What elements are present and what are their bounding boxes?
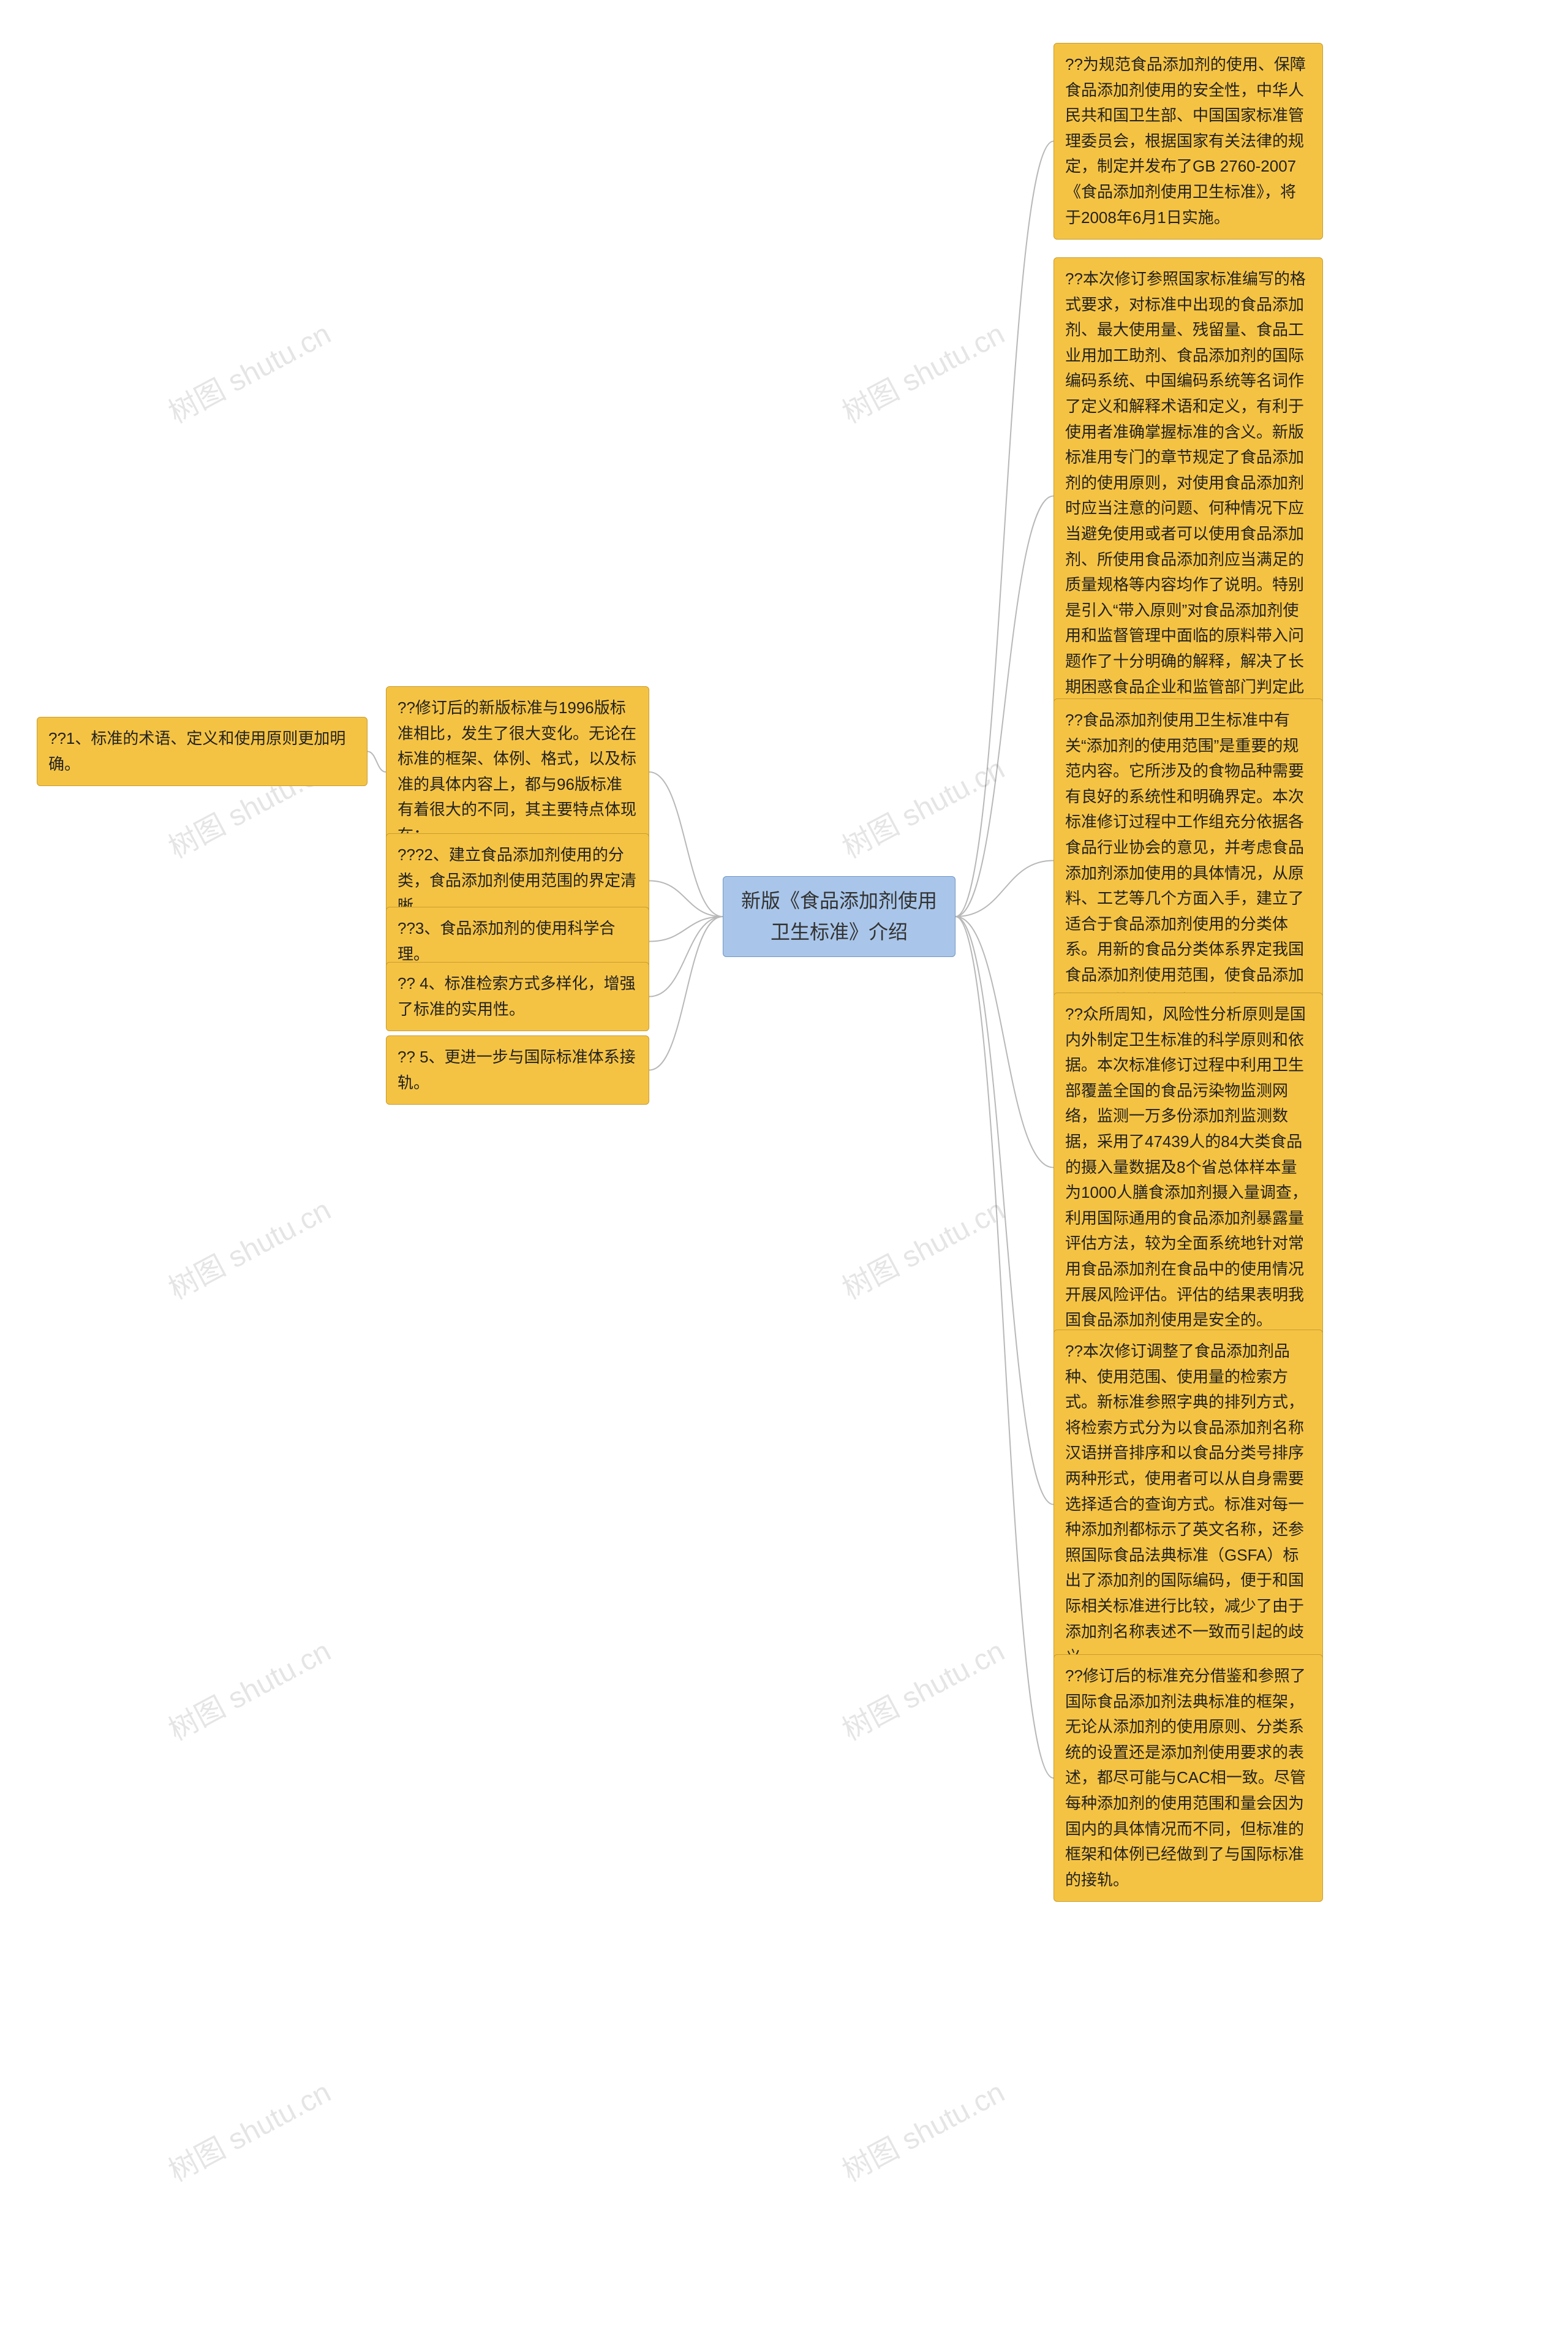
right-node-5: ??本次修订调整了食品添加剂品种、使用范围、使用量的检索方式。新标准参照字典的排… <box>1054 1330 1323 1679</box>
connectors-layer <box>0 0 1568 2346</box>
left-node-1: ??修订后的新版标准与1996版标准相比，发生了很大变化。无论在标准的框架、体例… <box>386 686 649 858</box>
watermark-9: 树图 shutu.cn <box>834 2068 1011 2190</box>
watermark-8: 树图 shutu.cn <box>160 2068 337 2190</box>
watermark-5: 树图 shutu.cn <box>834 1186 1011 1307</box>
left-leaf-node: ??1、标准的术语、定义和使用原则更加明确。 <box>37 717 368 786</box>
right-node-2: ??本次修订参照国家标准编写的格式要求，对标准中出现的食品添加剂、最大使用量、残… <box>1054 257 1323 735</box>
right-node-2-label: ??本次修订参照国家标准编写的格式要求，对标准中出现的食品添加剂、最大使用量、残… <box>1065 270 1306 721</box>
center-node: 新版《食品添加剂使用卫生标准》介绍 <box>723 876 956 957</box>
right-node-6-label: ??修订后的标准充分借鉴和参照了国际食品添加剂法典标准的框架，无论从添加剂的使用… <box>1065 1667 1306 1889</box>
left-node-4-label: ?? 4、标准检索方式多样化，增强了标准的实用性。 <box>398 974 636 1018</box>
left-node-5: ?? 5、更进一步与国际标准体系接轨。 <box>386 1035 649 1105</box>
left-node-4: ?? 4、标准检索方式多样化，增强了标准的实用性。 <box>386 962 649 1031</box>
left-node-5-label: ?? 5、更进一步与国际标准体系接轨。 <box>398 1048 636 1092</box>
right-node-5-label: ??本次修订调整了食品添加剂品种、使用范围、使用量的检索方式。新标准参照字典的排… <box>1065 1342 1304 1666</box>
right-node-6: ??修订后的标准充分借鉴和参照了国际食品添加剂法典标准的框架，无论从添加剂的使用… <box>1054 1654 1323 1902</box>
right-node-3: ??食品添加剂使用卫生标准中有关“添加剂的使用范围”是重要的规范内容。它所涉及的… <box>1054 698 1323 1023</box>
right-node-4: ??众所周知，风险性分析原则是国内外制定卫生标准的科学原则和依据。本次标准修订过… <box>1054 993 1323 1342</box>
watermark-1: 树图 shutu.cn <box>834 310 1011 431</box>
right-node-1: ??为规范食品添加剂的使用、保障食品添加剂使用的安全性，中华人民共和国卫生部、中… <box>1054 43 1323 240</box>
right-node-3-label: ??食品添加剂使用卫生标准中有关“添加剂的使用范围”是重要的规范内容。它所涉及的… <box>1065 711 1304 1010</box>
right-node-4-label: ??众所周知，风险性分析原则是国内外制定卫生标准的科学原则和依据。本次标准修订过… <box>1065 1005 1308 1329</box>
center-node-label: 新版《食品添加剂使用卫生标准》介绍 <box>741 890 937 943</box>
mindmap-canvas: 树图 shutu.cn 树图 shutu.cn 树图 shutu.cn 树图 shut… <box>0 0 1568 2346</box>
left-leaf-node-label: ??1、标准的术语、定义和使用原则更加明确。 <box>48 729 345 773</box>
watermark-4: 树图 shutu.cn <box>160 1186 337 1307</box>
right-node-1-label: ??为规范食品添加剂的使用、保障食品添加剂使用的安全性，中华人民共和国卫生部、中… <box>1065 55 1306 227</box>
watermark-7: 树图 shutu.cn <box>834 1627 1011 1749</box>
left-node-3-label: ??3、食品添加剂的使用科学合理。 <box>398 919 615 963</box>
left-node-1-label: ??修订后的新版标准与1996版标准相比，发生了很大变化。无论在标准的框架、体例… <box>398 698 636 844</box>
watermark-0: 树图 shutu.cn <box>160 310 337 431</box>
watermark-3: 树图 shutu.cn <box>834 745 1011 866</box>
left-node-2-label: ???2、建立食品添加剂使用的分类，食品添加剂使用范围的界定清晰。 <box>398 846 636 915</box>
watermark-6: 树图 shutu.cn <box>160 1627 337 1749</box>
